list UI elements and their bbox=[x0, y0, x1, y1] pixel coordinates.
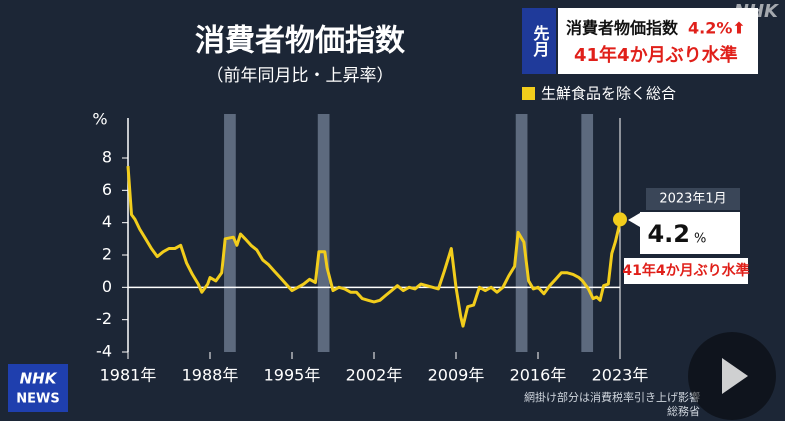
y-tick-label: -2 bbox=[96, 309, 112, 328]
x-tick-label: 2009年 bbox=[428, 366, 485, 385]
banner-tag: 先月 bbox=[531, 24, 551, 58]
banner-line1-value: 4.2%⬆ bbox=[688, 19, 746, 38]
y-tick-label: 4 bbox=[102, 212, 112, 231]
logo-box bbox=[8, 364, 68, 412]
callout-pointer bbox=[628, 213, 640, 227]
x-tick-label: 1995年 bbox=[264, 366, 321, 385]
series-line bbox=[126, 165, 622, 328]
chart-subtitle: （前年同月比・上昇率） bbox=[207, 66, 394, 86]
callout-value-box bbox=[640, 212, 740, 254]
y-tick-label: 6 bbox=[102, 180, 112, 199]
logo-top: NHK bbox=[20, 370, 58, 388]
callout-note-box bbox=[624, 258, 748, 284]
y-unit: % bbox=[92, 110, 107, 129]
y-tick-label: -4 bbox=[96, 342, 112, 361]
callout-value: 4.2 bbox=[647, 220, 690, 248]
callout-unit: % bbox=[694, 232, 706, 247]
shaded-period bbox=[581, 114, 594, 352]
chart-title: 消費者物価指数 bbox=[195, 24, 406, 59]
banner-line1: 消費者物価指数 bbox=[566, 19, 679, 38]
plot: -4 -2 0 2 4 6 8 1981年 1988年 1995年 2002年 2009年 2016年 2… bbox=[96, 85, 750, 385]
shaded-period bbox=[515, 114, 528, 352]
x-tick-label: 2016年 bbox=[510, 366, 567, 385]
banner-box bbox=[558, 8, 758, 74]
source: 総務省 bbox=[667, 404, 700, 418]
y-tick-label: 0 bbox=[102, 277, 112, 296]
legend-swatch bbox=[522, 87, 535, 100]
x-tick-label: 2002年 bbox=[346, 366, 403, 385]
play-icon[interactable] bbox=[722, 358, 748, 394]
watermark: NHK bbox=[734, 1, 780, 22]
x-tick-label: 1981年 bbox=[100, 366, 157, 385]
shaded-period bbox=[317, 114, 330, 352]
legend-label: 生鮮食品を除く総合 bbox=[541, 85, 676, 103]
footnote: 網掛け部分は消費税率引き上げ影響 bbox=[524, 390, 700, 404]
y-tick-label: 2 bbox=[102, 245, 112, 264]
callout-date: 2023年1月 bbox=[659, 192, 726, 207]
banner-line2: 41年4か月ぶり水準 bbox=[574, 44, 738, 66]
end-point bbox=[613, 212, 627, 227]
logo-bottom: NEWS bbox=[16, 392, 59, 407]
shaded-period bbox=[224, 114, 236, 352]
x-tick-label: 2023年 bbox=[592, 366, 649, 385]
x-tick-label: 1988年 bbox=[182, 366, 239, 385]
y-tick-label: 8 bbox=[102, 148, 112, 167]
callout-note: 41年4か月ぶり水準 bbox=[622, 262, 749, 279]
banner-tag-box bbox=[522, 8, 556, 74]
callout-date-box bbox=[646, 188, 740, 210]
